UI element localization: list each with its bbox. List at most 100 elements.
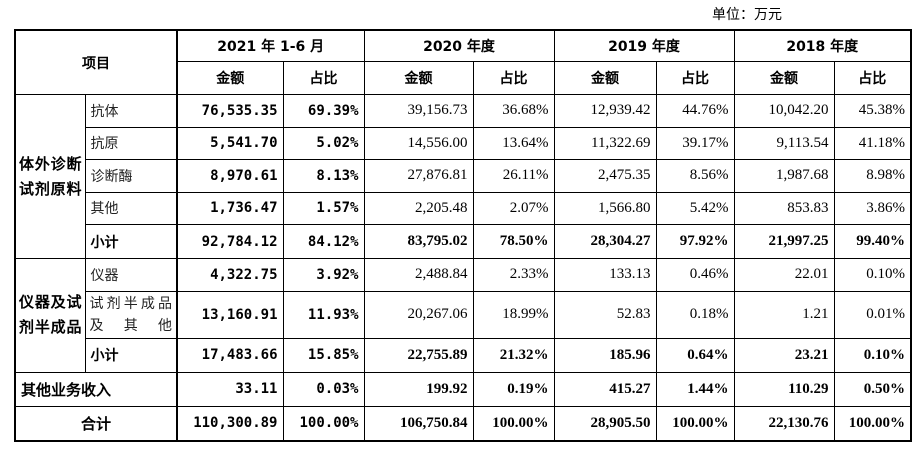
cell-value: 1,736.47 bbox=[176, 191, 284, 225]
header-ratio: 占比 bbox=[472, 61, 555, 95]
table-row: 诊断酶 8,970.61 8.13% 27,876.81 26.11% 2,47… bbox=[15, 159, 912, 193]
table-row: 体外诊断试剂原料 抗体 76,535.35 69.39% 39,156.73 3… bbox=[14, 94, 912, 259]
header-amount: 金额 bbox=[363, 61, 474, 95]
cell-value: 22,130.76 bbox=[733, 405, 835, 441]
cell-value: 2,205.48 bbox=[363, 191, 474, 225]
cell-value: 9,113.54 bbox=[733, 126, 835, 160]
cell-value: 1,987.68 bbox=[733, 159, 835, 193]
cell-value: 199.92 bbox=[363, 371, 474, 407]
cell-value: 39.17% bbox=[655, 126, 735, 160]
cell-value: 8.56% bbox=[655, 159, 735, 193]
unit-label: 单位：万元 bbox=[712, 7, 782, 23]
header-amount: 金额 bbox=[176, 61, 284, 95]
group-label: 体外诊断试剂原料 bbox=[14, 94, 86, 259]
header-amount: 金额 bbox=[553, 61, 657, 95]
cell-value: 22.01 bbox=[733, 258, 835, 292]
cell-value: 106,750.84 bbox=[363, 405, 474, 441]
cell-value: 15.85% bbox=[282, 337, 365, 373]
cell-value: 0.64% bbox=[655, 337, 735, 373]
total-row: 合计 110,300.89 100.00% 106,750.84 100.00%… bbox=[14, 405, 912, 441]
subtotal-row: 小计 92,784.12 84.12% 83,795.02 78.50% 28,… bbox=[15, 224, 912, 259]
cell-value: 11,322.69 bbox=[553, 126, 657, 160]
header-ratio: 占比 bbox=[282, 61, 365, 95]
cell-value: 8.98% bbox=[833, 159, 912, 193]
cell-value: 20,267.06 bbox=[363, 290, 474, 339]
cell-value: 2,475.35 bbox=[553, 159, 657, 193]
cell-value: 52.83 bbox=[553, 290, 657, 339]
header-period: 2019 年度 bbox=[553, 29, 735, 62]
other-income-row: 其他业务收入 33.11 0.03% 199.92 0.19% 415.27 1… bbox=[14, 371, 912, 407]
cell-value: 8.13% bbox=[282, 159, 365, 193]
cell-value: 11.93% bbox=[282, 290, 365, 339]
header-period: 2020 年度 bbox=[363, 29, 555, 62]
header-ratio: 占比 bbox=[833, 61, 912, 95]
cell-value: 17,483.66 bbox=[176, 337, 284, 373]
cell-value: 415.27 bbox=[553, 371, 657, 407]
cell-value: 1.44% bbox=[655, 371, 735, 407]
cell-value: 0.19% bbox=[472, 371, 555, 407]
cell-value: 110,300.89 bbox=[176, 405, 284, 441]
table-row: 抗原 5,541.70 5.02% 14,556.00 13.64% 11,32… bbox=[15, 126, 912, 160]
cell-value: 1,566.80 bbox=[553, 191, 657, 225]
cell-value: 39,156.73 bbox=[363, 94, 474, 128]
cell-value: 5.02% bbox=[282, 126, 365, 160]
header-period: 2021 年 1-6 月 bbox=[176, 29, 365, 62]
row-label: 其他 bbox=[84, 191, 178, 225]
cell-value: 100.00% bbox=[833, 405, 912, 441]
table-row: 仪器及试剂半成品 仪器 4,322.75 3.92% 2,488.84 2.33… bbox=[14, 258, 912, 373]
cell-value: 0.10% bbox=[833, 337, 912, 373]
cell-value: 99.40% bbox=[833, 224, 912, 259]
subtotal-label: 小计 bbox=[84, 337, 178, 373]
cell-value: 33.11 bbox=[176, 371, 284, 407]
header-ratio: 占比 bbox=[655, 61, 735, 95]
subtotal-label: 小计 bbox=[84, 224, 178, 259]
cell-value: 22,755.89 bbox=[363, 337, 474, 373]
cell-value: 92,784.12 bbox=[176, 224, 284, 259]
cell-value: 41.18% bbox=[833, 126, 912, 160]
cell-value: 97.92% bbox=[655, 224, 735, 259]
cell-value: 2.33% bbox=[472, 258, 555, 292]
cell-value: 0.01% bbox=[833, 290, 912, 339]
cell-value: 14,556.00 bbox=[363, 126, 474, 160]
cell-value: 2.07% bbox=[472, 191, 555, 225]
other-income-label: 其他业务收入 bbox=[14, 371, 178, 407]
row-label: 诊断酶 bbox=[84, 159, 178, 193]
table-row: 其他 1,736.47 1.57% 2,205.48 2.07% 1,566.8… bbox=[15, 191, 912, 225]
cell-value: 0.18% bbox=[655, 290, 735, 339]
total-label: 合计 bbox=[14, 405, 178, 441]
cell-value: 0.10% bbox=[833, 258, 912, 292]
cell-value: 0.03% bbox=[282, 371, 365, 407]
cell-value: 100.00% bbox=[655, 405, 735, 441]
cell-value: 21.32% bbox=[472, 337, 555, 373]
header-item: 项目 bbox=[14, 29, 178, 95]
cell-value: 3.92% bbox=[282, 258, 365, 292]
cell-value: 45.38% bbox=[833, 94, 912, 128]
cell-value: 18.99% bbox=[472, 290, 555, 339]
row-label: 抗原 bbox=[84, 126, 178, 160]
cell-value: 0.50% bbox=[833, 371, 912, 407]
cell-value: 3.86% bbox=[833, 191, 912, 225]
subtotal-row: 小计 17,483.66 15.85% 22,755.89 21.32% 185… bbox=[15, 337, 912, 373]
cell-value: 853.83 bbox=[733, 191, 835, 225]
cell-value: 10,042.20 bbox=[733, 94, 835, 128]
cell-value: 1.21 bbox=[733, 290, 835, 339]
group-label: 仪器及试剂半成品 bbox=[14, 258, 86, 373]
cell-value: 26.11% bbox=[472, 159, 555, 193]
revenue-table: 项目 2021 年 1-6 月 2020 年度 2019 年度 2018 年度 … bbox=[14, 29, 912, 442]
row-label: 仪器 bbox=[84, 258, 178, 292]
row-label: 试剂半成品及其他 bbox=[84, 290, 178, 339]
cell-value: 76,535.35 bbox=[176, 94, 284, 128]
cell-value: 110.29 bbox=[733, 371, 835, 407]
cell-value: 2,488.84 bbox=[363, 258, 474, 292]
cell-value: 100.00% bbox=[282, 405, 365, 441]
header-period: 2018 年度 bbox=[733, 29, 912, 62]
cell-value: 4,322.75 bbox=[176, 258, 284, 292]
cell-value: 69.39% bbox=[282, 94, 365, 128]
cell-value: 1.57% bbox=[282, 191, 365, 225]
cell-value: 23.21 bbox=[733, 337, 835, 373]
cell-value: 12,939.42 bbox=[553, 94, 657, 128]
cell-value: 21,997.25 bbox=[733, 224, 835, 259]
cell-value: 36.68% bbox=[472, 94, 555, 128]
cell-value: 28,905.50 bbox=[553, 405, 657, 441]
header-amount: 金额 bbox=[733, 61, 835, 95]
